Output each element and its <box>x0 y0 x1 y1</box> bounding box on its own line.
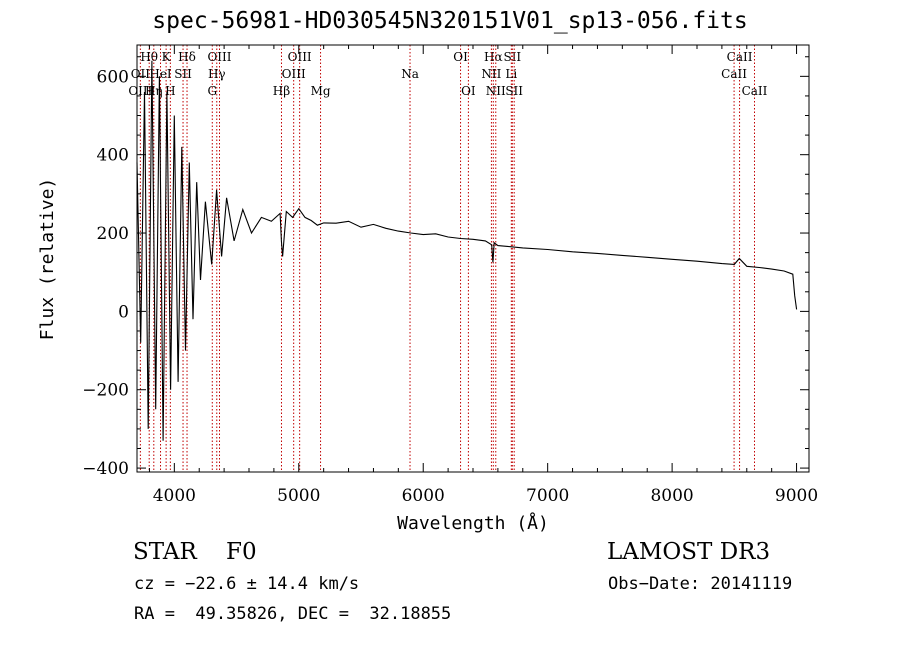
y-tick-label: 400 <box>97 146 129 166</box>
line-marker-label: H <box>165 84 175 98</box>
spectrum-series <box>136 60 798 441</box>
line-marker-label: G <box>207 84 217 98</box>
line-marker-label: CaII <box>727 50 753 64</box>
line-marker-label: OII <box>131 67 151 81</box>
x-tick-label: 8000 <box>650 486 693 506</box>
x-axis-label: Wavelength (Å) <box>397 512 549 534</box>
line-marker-label: OI <box>461 84 476 98</box>
x-tick-label: 5000 <box>277 486 320 506</box>
x-tick-label: 7000 <box>526 486 569 506</box>
spectrum-line <box>136 60 798 441</box>
line-marker-label: Hδ <box>178 50 196 64</box>
emission-line-markers: Hθ OII OIII K HeI Hη H Hδ SII OIII Hγ G Hβ OIII OIII Mg… <box>128 45 768 472</box>
line-marker-label: OIII <box>207 50 231 64</box>
line-marker-label: Hγ <box>208 67 226 81</box>
coordinates: RA = 49.35826, DEC = 32.18855 <box>134 604 452 624</box>
line-marker-label: NII <box>486 84 506 98</box>
redshift-velocity: cz = −22.6 ± 14.4 km/s <box>134 574 360 594</box>
line-marker-label: Hθ <box>140 50 158 64</box>
line-marker-label: SII <box>174 67 192 81</box>
line-marker-label: Hα <box>484 50 503 64</box>
line-marker-label: OIII <box>128 84 152 98</box>
y-tick-label: 0 <box>118 302 129 322</box>
line-marker-label: NII <box>481 67 501 81</box>
line-marker-label: Hη <box>145 84 163 98</box>
y-axis-label: Flux (relative) <box>37 178 58 341</box>
line-marker-label: Mg <box>311 84 331 98</box>
x-tick-label: 9000 <box>775 486 818 506</box>
axis-ticks: 4000 5000 6000 7000 8000 9000 −400 −200 0 200 400 6… <box>82 45 818 506</box>
survey-name: LAMOST DR3 <box>607 539 771 565</box>
observation-date: Obs−Date: 20141119 <box>608 574 793 594</box>
line-marker-label: SII <box>505 84 523 98</box>
y-tick-label: 200 <box>97 224 129 244</box>
y-tick-label: −400 <box>82 459 129 479</box>
y-tick-label: 600 <box>97 67 129 87</box>
line-marker-label: Hβ <box>273 84 290 98</box>
chart-title: spec-56981-HD030545N320151V01_sp13-056.f… <box>152 8 748 34</box>
line-marker-label: CaII <box>721 67 747 81</box>
line-marker-label: OIII <box>282 67 306 81</box>
object-type: STAR F0 <box>133 539 257 565</box>
line-marker-label: K <box>162 50 172 64</box>
x-tick-label: 4000 <box>153 486 196 506</box>
line-marker-label: HeI <box>149 67 172 81</box>
line-marker-label: Li <box>505 67 517 81</box>
line-marker-label: Na <box>401 67 419 81</box>
line-marker-label: OIII <box>288 50 312 64</box>
plot-frame <box>136 44 810 473</box>
line-marker-label: CaII <box>742 84 768 98</box>
line-marker-label: OI <box>453 50 468 64</box>
x-tick-label: 6000 <box>402 486 445 506</box>
y-tick-label: −200 <box>82 381 129 401</box>
line-marker-label: SII <box>503 50 521 64</box>
